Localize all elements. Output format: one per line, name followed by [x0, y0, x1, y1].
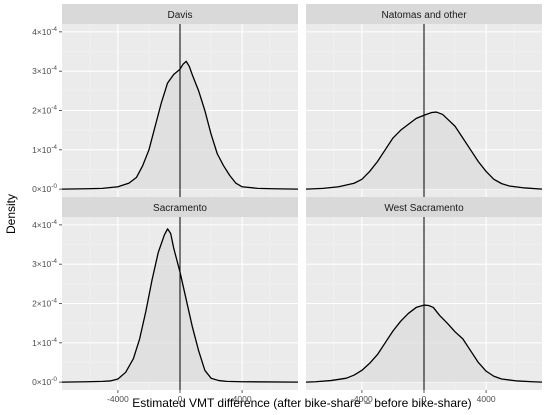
facet-strip [62, 4, 298, 24]
y-tick-label: 2×10-4 [32, 105, 57, 116]
x-tick-label: 4000 [233, 394, 252, 404]
x-tick-label: 4000 [477, 394, 496, 404]
facet-davis: Davis 0×10-0 1×10-4 2×10-4 3×10-4 4×10-4 [32, 4, 299, 197]
density-line [61, 60, 299, 190]
x-tick-label: -4000 [107, 394, 129, 404]
x-tick-label: -4000 [351, 394, 373, 404]
y-tick-label: 3×10-4 [32, 65, 57, 76]
y-tick-label: 4×10-4 [32, 26, 57, 37]
x-tick-label: 0 [178, 394, 183, 404]
facet-strip [306, 197, 542, 217]
facet-grid: Davis 0×10-0 1×10-4 2×10-4 3×10-4 4×10-4 Natom… [32, 4, 543, 404]
facet-strip [306, 4, 542, 24]
y-axis-title: Density [4, 194, 18, 234]
y-tick-label: 1×10-4 [32, 144, 57, 155]
x-axis-title: Estimated VMT difference (after bike-sha… [132, 396, 471, 410]
facet-strip-label: Sacramento [153, 203, 207, 214]
y-tick-label: 0×10-0 [32, 183, 57, 194]
density-line [61, 228, 299, 383]
y-tick-label: 1×10-4 [32, 337, 57, 348]
density-line [305, 111, 543, 190]
y-tick-label: 2×10-4 [32, 298, 57, 309]
x-tick-label: 0 [422, 394, 427, 404]
density-line [305, 304, 543, 383]
facet-west-sacramento: West Sacramento -4000 0 4000 [305, 197, 543, 404]
facet-natomas-and-other: Natomas and other [305, 4, 543, 197]
y-tick-label: 0×10-0 [32, 376, 57, 387]
facet-sacramento: Sacramento 0×10-0 1×10-4 2×10-4 3×10-4 4×10-4… [32, 197, 299, 404]
y-tick-label: 3×10-4 [32, 258, 57, 269]
facet-strip-label: Davis [167, 10, 192, 21]
facet-strip [62, 197, 298, 217]
facet-strip-label: West Sacramento [384, 203, 464, 214]
facet-strip-label: Natomas and other [381, 10, 467, 21]
y-tick-label: 4×10-4 [32, 219, 57, 230]
